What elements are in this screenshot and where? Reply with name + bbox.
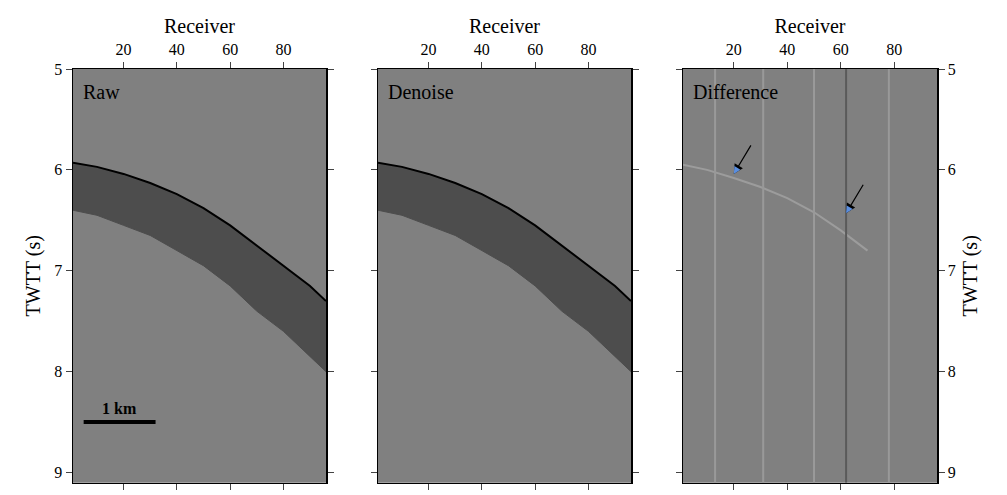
- svg-text:80: 80: [580, 41, 596, 58]
- svg-text:8: 8: [948, 363, 956, 380]
- svg-text:60: 60: [833, 41, 849, 58]
- svg-text:TWTT (s): TWTT (s): [959, 235, 982, 316]
- svg-text:Raw: Raw: [83, 81, 120, 103]
- svg-text:8: 8: [54, 363, 62, 380]
- svg-text:60: 60: [222, 41, 238, 58]
- svg-text:7: 7: [948, 262, 956, 279]
- svg-text:80: 80: [886, 41, 902, 58]
- svg-text:5: 5: [54, 61, 62, 78]
- svg-text:40: 40: [779, 41, 795, 58]
- svg-text:20: 20: [726, 41, 742, 58]
- svg-text:40: 40: [474, 41, 490, 58]
- svg-text:20: 20: [421, 41, 437, 58]
- svg-text:6: 6: [948, 161, 956, 178]
- svg-text:9: 9: [948, 464, 956, 481]
- svg-text:Difference: Difference: [693, 81, 778, 103]
- svg-text:20: 20: [116, 41, 132, 58]
- svg-text:80: 80: [275, 41, 291, 58]
- svg-text:Denoise: Denoise: [388, 81, 454, 103]
- svg-text:1 km: 1 km: [102, 400, 137, 417]
- svg-text:9: 9: [54, 464, 62, 481]
- svg-text:7: 7: [54, 262, 62, 279]
- svg-text:6: 6: [54, 161, 62, 178]
- svg-text:Receiver: Receiver: [774, 15, 845, 37]
- svg-text:60: 60: [527, 41, 543, 58]
- svg-text:TWTT (s): TWTT (s): [22, 235, 45, 316]
- svg-text:Receiver: Receiver: [469, 15, 540, 37]
- svg-text:40: 40: [169, 41, 185, 58]
- svg-text:Receiver: Receiver: [164, 15, 235, 37]
- svg-text:5: 5: [948, 61, 956, 78]
